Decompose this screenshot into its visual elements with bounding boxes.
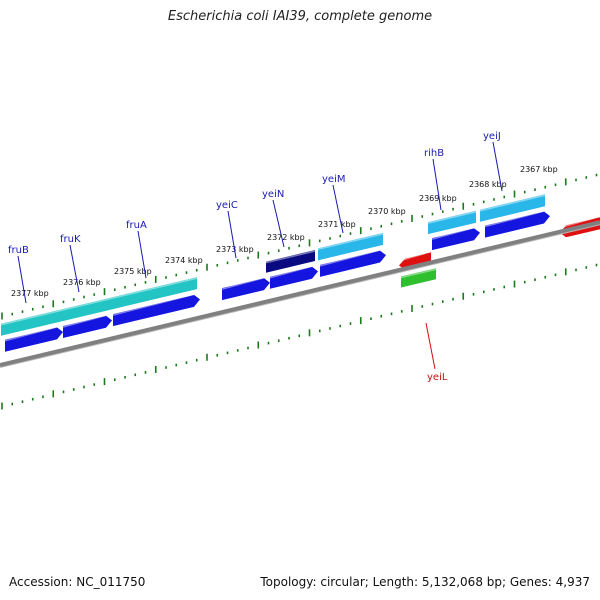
scale-label: 2376 kbp [63,278,101,287]
gene-leader-line [137,230,147,279]
cds-arrow-rihB [431,227,480,251]
gene-leader-line [227,210,237,259]
gene-band-fruB-fruK [0,297,111,336]
cds-arrow-fruB [4,326,63,352]
gene-label-fruB: fruB [8,245,29,256]
gene-band-rihB [427,210,477,235]
bottom-scale-ticks [1,263,598,410]
gene-leader-line [17,255,27,304]
gene-band-yeiJ [479,194,546,222]
gene-label-yeiM: yeiM [322,174,345,185]
top-scale-ticks [1,173,598,320]
cds-arrow-fruK [62,314,112,339]
cds-arrow-yeiJ [484,210,550,238]
genome-backbone [0,220,600,368]
scale-label: 2372 kbp [267,233,305,242]
gene-leader-line [272,199,285,248]
gene-leader-line [425,322,436,370]
gene-band-fruA [109,277,198,310]
scale-label: 2374 kbp [165,256,203,265]
gene-leader-line [69,244,80,293]
accession-text: Accession: NC_011750 [9,575,146,589]
cds-arrow-fruA [112,293,200,327]
gene-leader-line [492,141,503,192]
map-title: Escherichia coli IAI39, complete genome [167,9,433,24]
scale-label: 2370 kbp [368,207,406,216]
cds-arrow-yeiM [319,249,386,277]
gene-label-rihB: rihB [424,148,444,159]
cds-arrow-yeiC [221,277,270,301]
backbone-line [0,220,600,367]
gene-label-fruK: fruK [60,234,81,245]
gene-label-fruA: fruA [126,220,147,231]
scale-label: 2368 kbp [469,180,507,189]
scale-label: 2371 kbp [318,220,356,229]
scale-label: 2375 kbp [114,267,152,276]
genome-summary-text: Topology: circular; Length: 5,132,068 bp… [260,575,590,589]
gene-band-yeiL [400,268,437,288]
gene-labels: fruB fruK fruA yeiC yeiN yeiM rihB yeiJ yeiL [8,131,503,383]
gene-features [0,194,600,352]
cds-arrow-yeiN [269,265,318,289]
scale-label: 2367 kbp [520,165,558,174]
cds-box-yeiN-dark [265,250,316,273]
gene-label-yeiL: yeiL [427,372,448,383]
gene-leader-line [332,184,344,234]
scale-label: 2369 kbp [419,194,457,203]
gene-label-yeiJ: yeiJ [483,131,501,142]
gene-label-yeiN: yeiN [262,189,284,200]
gene-band-yeiM [317,232,384,261]
gene-leader-line [432,158,442,211]
scale-label: 2377 kbp [11,289,49,298]
gene-label-yeiC: yeiC [216,200,238,211]
